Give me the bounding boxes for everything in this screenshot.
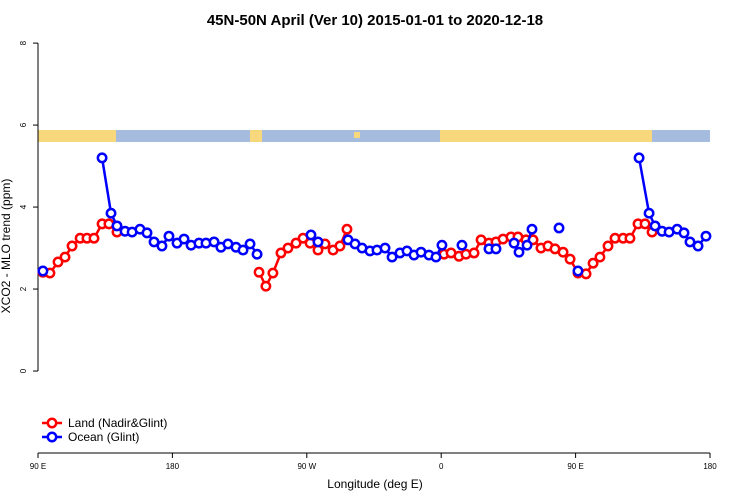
data-point (260, 280, 272, 292)
data-point (386, 251, 398, 263)
land-band (354, 132, 360, 138)
x-tick-label: 180 (703, 462, 717, 471)
x-tick-label: 90 E (30, 462, 46, 471)
data-point (639, 218, 651, 230)
data-point (468, 247, 480, 259)
data-point (52, 256, 64, 268)
data-point (430, 251, 442, 263)
y-tick-label: 0 (19, 368, 28, 373)
data-point (513, 246, 525, 258)
data-point (557, 246, 569, 258)
data-point (643, 207, 655, 219)
data-point (156, 240, 168, 252)
y-tick-label: 2 (19, 286, 28, 291)
y-axis-label: XCO2 - MLO trend (ppm) (0, 179, 13, 314)
legend-marker (46, 431, 58, 443)
y-tick-label: 8 (19, 40, 28, 45)
data-point (684, 236, 696, 248)
data-point (59, 251, 71, 263)
data-point (521, 239, 533, 251)
y-tick-label: 6 (19, 122, 28, 127)
land-mask (38, 130, 710, 142)
data-point (148, 236, 160, 248)
data-point (178, 233, 190, 245)
x-tick-label: 90 E (567, 462, 583, 471)
data-point (66, 240, 78, 252)
data-point (253, 266, 265, 278)
legend-marker (46, 417, 58, 429)
data-point (111, 220, 123, 232)
land-band (440, 130, 652, 142)
x-tick-label: 90 W (297, 462, 316, 471)
data-point (624, 232, 636, 244)
data-point (490, 243, 502, 255)
data-point (96, 152, 108, 164)
chart-title: 45N-50N April (Ver 10) 2015-01-01 to 202… (207, 12, 543, 29)
data-point (526, 223, 538, 235)
data-point (244, 238, 256, 250)
data-point (602, 240, 614, 252)
data-point (633, 152, 645, 164)
data-point (436, 239, 448, 251)
data-point (379, 242, 391, 254)
data-point (587, 257, 599, 269)
data-point (237, 244, 249, 256)
data-point (163, 230, 175, 242)
data-point (341, 223, 353, 235)
land-band (38, 130, 116, 142)
data-point (553, 222, 565, 234)
data-point (692, 240, 704, 252)
data-point (334, 240, 346, 252)
data-point (251, 248, 263, 260)
data-point (267, 267, 279, 279)
x-axis-label: Longitude (deg E) (327, 477, 422, 491)
data-point (594, 251, 606, 263)
data-point (312, 236, 324, 248)
data-point (141, 227, 153, 239)
data-point (282, 242, 294, 254)
x-tick-label: 0 (439, 462, 444, 471)
data-point (564, 253, 576, 265)
data-point (456, 239, 468, 251)
data-point (678, 227, 690, 239)
data-point (700, 230, 712, 242)
y-tick-label: 4 (19, 204, 28, 209)
land-band (250, 130, 262, 142)
data-point (290, 237, 302, 249)
legend-label: Land (Nadir&Glint) (68, 416, 167, 430)
legend-label: Ocean (Glint) (68, 430, 139, 444)
data-point (275, 247, 287, 259)
data-point (208, 236, 220, 248)
legend: Land (Nadir&Glint)Ocean (Glint) (42, 416, 167, 444)
data-point (649, 220, 661, 232)
data-point (37, 265, 49, 277)
data-point (88, 232, 100, 244)
series (37, 152, 712, 277)
x-tick-label: 180 (166, 462, 180, 471)
data-point (508, 237, 520, 249)
data-point (305, 229, 317, 241)
data-point (105, 207, 117, 219)
data-point (572, 265, 584, 277)
